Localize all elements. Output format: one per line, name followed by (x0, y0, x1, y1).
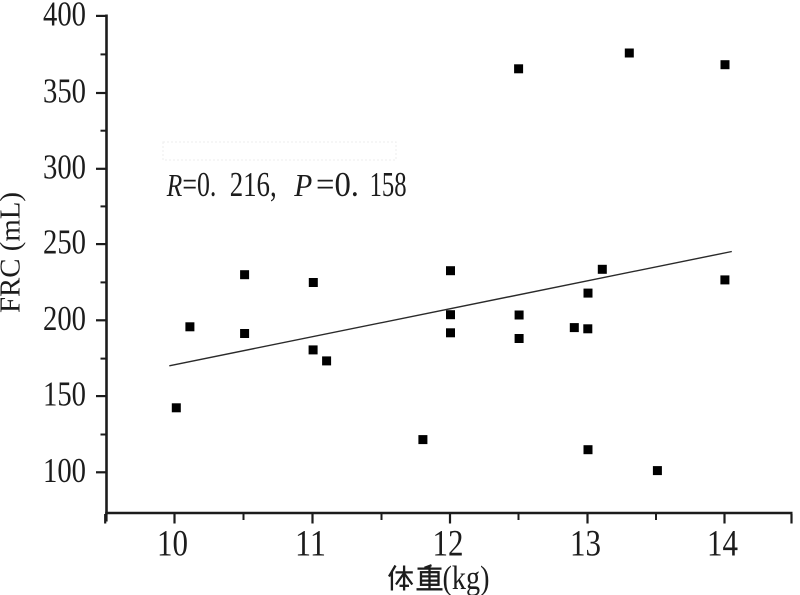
svg-text:200: 200 (43, 300, 86, 338)
svg-text:100: 100 (43, 452, 86, 490)
svg-text:R: R (166, 167, 183, 203)
svg-text:12: 12 (433, 523, 464, 564)
svg-text:P: P (293, 167, 312, 203)
svg-text:=0.: =0. (182, 166, 216, 204)
svg-text:400: 400 (43, 0, 86, 34)
svg-text:(kg): (kg) (443, 560, 490, 595)
svg-text:=0.: =0. (316, 166, 359, 204)
svg-text:350: 350 (43, 73, 86, 111)
svg-text:14: 14 (707, 523, 738, 564)
svg-text:250: 250 (43, 224, 86, 262)
svg-text:11: 11 (295, 523, 326, 564)
svg-text:158: 158 (370, 166, 407, 204)
svg-text:216,: 216, (230, 166, 277, 204)
svg-text:13: 13 (570, 523, 601, 564)
svg-text:10: 10 (157, 523, 188, 564)
svg-text:FRC (mL): FRC (mL) (0, 192, 27, 313)
svg-text:150: 150 (43, 376, 86, 414)
svg-text:300: 300 (43, 148, 86, 186)
